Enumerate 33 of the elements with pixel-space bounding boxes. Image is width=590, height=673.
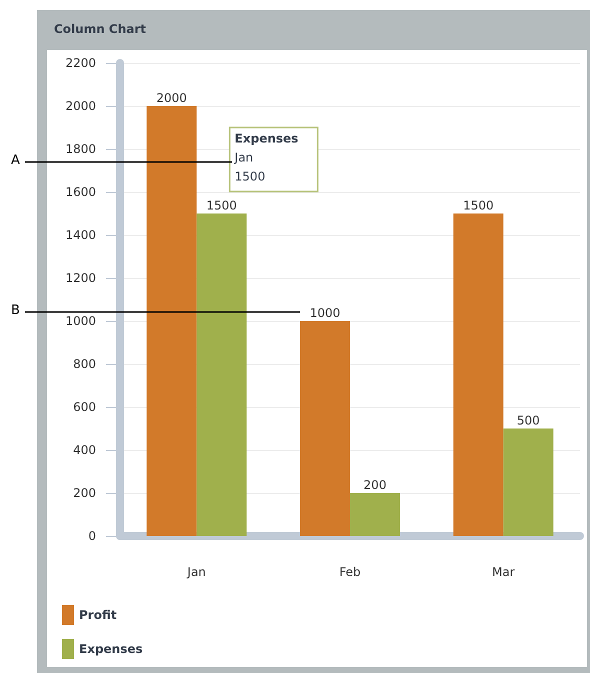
y-tick-label: 1600 [65,185,96,199]
data-label: 1500 [463,198,494,212]
x-tick-label: Feb [339,565,361,579]
y-tick-label: 2200 [65,56,96,70]
data-label: 1000 [310,306,340,320]
annotation: Expenses Jan 1500 [234,132,298,184]
bar [350,493,400,536]
text: B [11,303,20,318]
text: A [11,153,20,168]
x-tick-label: Jan [186,565,206,579]
y-tick-label: 200 [73,486,96,500]
data-label: 2000 [156,91,187,105]
y-tick-label: 1400 [65,228,96,242]
legend-label: Expenses [79,642,143,656]
legend-label: Profit [79,608,117,622]
bar [196,214,247,536]
y-tick-label: 2000 [65,99,96,113]
chart-title: Column Chart [54,22,146,36]
y-tick-label: 1200 [65,271,96,285]
x-tick-label: Mar [492,565,515,579]
data-label: 200 [364,478,386,492]
y-tick-label: 600 [73,400,96,414]
y-tick-label: 0 [88,529,96,543]
y-tick-label: 1800 [65,142,96,156]
data-label: 500 [516,414,540,428]
y-tick-label: 800 [73,357,96,371]
bar [300,321,350,536]
data-label: 1500 [206,198,237,212]
bar [503,428,554,536]
y-tick-label: 400 [73,443,96,457]
y-tick-label: 1000 [65,314,96,328]
bar [146,106,197,536]
bar [453,214,504,536]
